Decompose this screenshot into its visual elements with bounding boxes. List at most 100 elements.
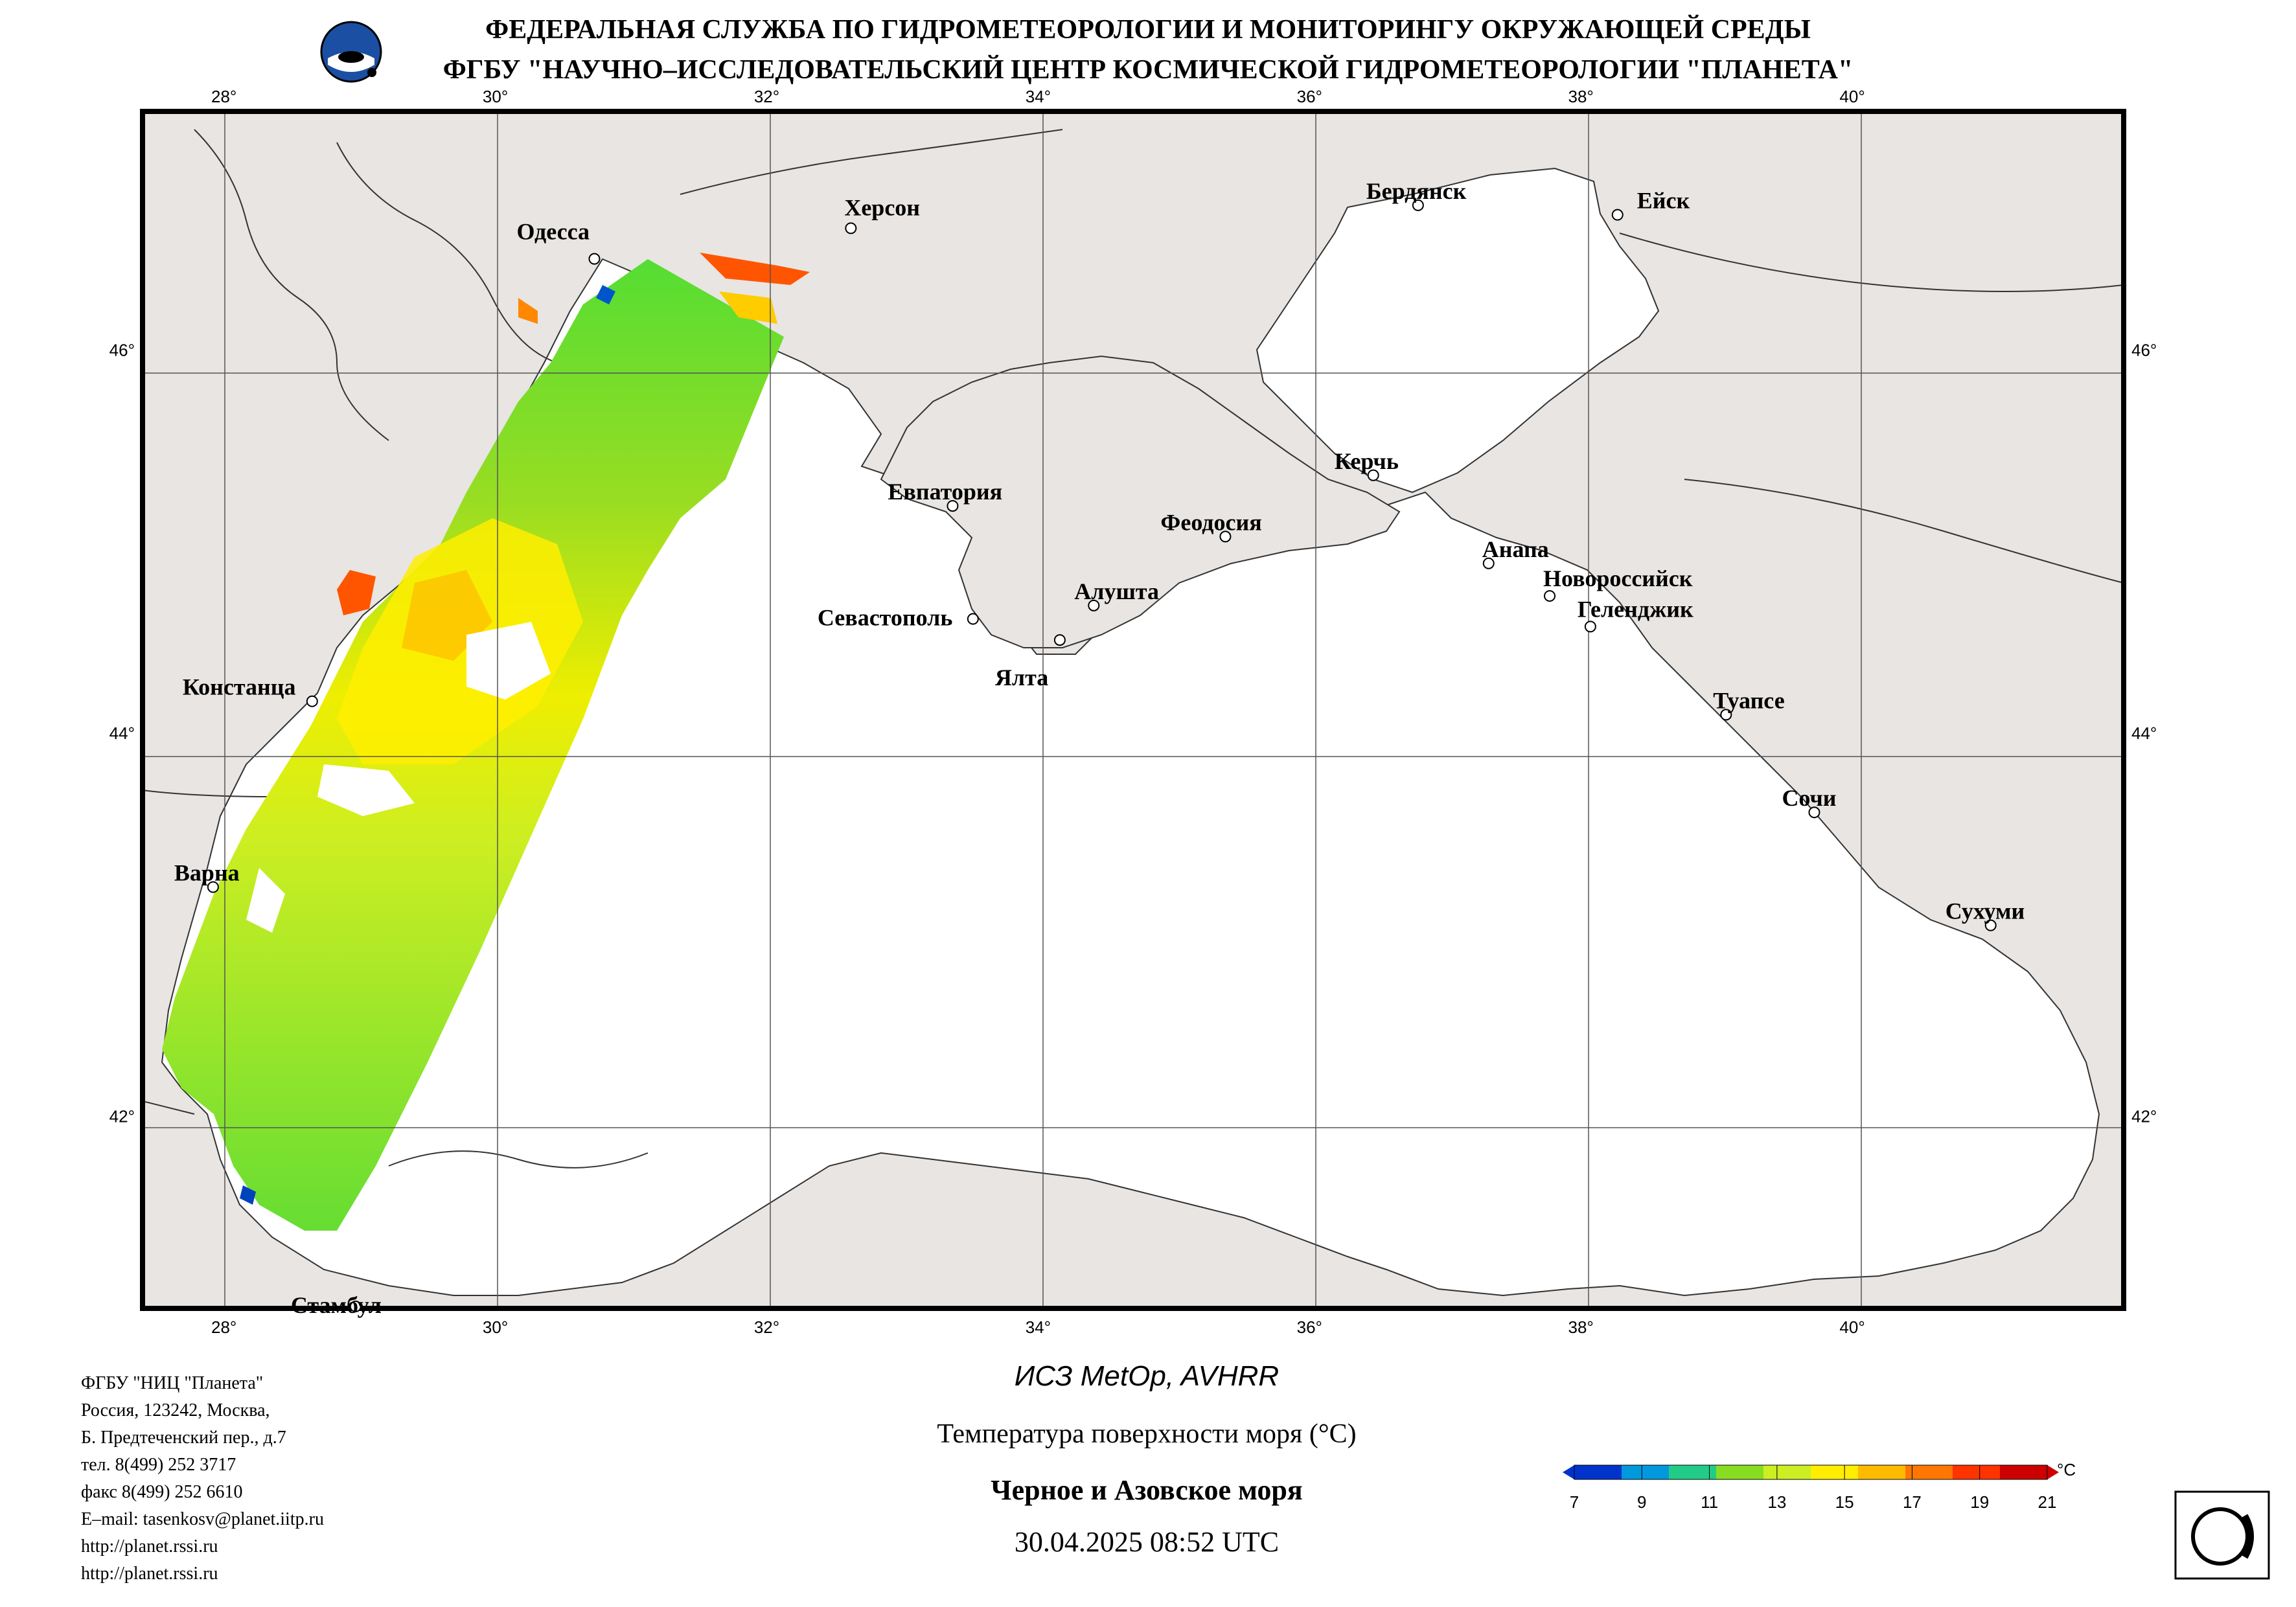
region-label: Черное и Азовское моря	[991, 1474, 1303, 1506]
legend-segment	[1858, 1465, 1906, 1479]
city-marker: Евпатория	[888, 479, 1002, 512]
city-marker: Бердянск	[1366, 178, 1467, 211]
lon-tick-bottom: 30°	[483, 1317, 508, 1337]
legend-tick-label: 9	[1637, 1492, 1646, 1512]
city-dot-icon	[1544, 590, 1556, 602]
city-dot-icon	[1412, 199, 1424, 211]
legend-segment	[1716, 1465, 1764, 1479]
legend-unit: °С	[2057, 1460, 2076, 1479]
city-dot-icon	[967, 613, 979, 625]
graticule	[143, 111, 2124, 1308]
sea-of-azov	[1256, 167, 1660, 494]
lon-tick-bottom: 40°	[1839, 1317, 1865, 1337]
legend-arrow-right	[2047, 1465, 2059, 1479]
city-marker: Геленджик	[1578, 596, 1693, 633]
lat-tick-right: 42°	[2131, 1106, 2157, 1126]
website-link-1[interactable]: http://planet.rssi.ru	[81, 1536, 218, 1556]
city-dot-icon	[1720, 709, 1732, 721]
city-dot-icon	[349, 1301, 362, 1313]
city-dot-icon	[1611, 209, 1624, 221]
city-marker: Ейск	[1611, 188, 1690, 221]
legend-tick-label: 21	[2038, 1492, 2057, 1512]
city-label: Херсон	[844, 194, 920, 220]
satellite-label: ИСЗ MetOp, AVHRR	[1014, 1360, 1280, 1392]
lat-tick-right: 44°	[2131, 724, 2157, 743]
legend-segment	[2000, 1465, 2048, 1479]
lat-tick-right: 46°	[2131, 341, 2157, 360]
legend-tick-label: 17	[1903, 1492, 1922, 1512]
city-label: Севастополь	[818, 605, 953, 631]
city-label: Бердянск	[1366, 178, 1467, 204]
email-link[interactable]: E–mail: tasenkosv@planet.iitp.ru	[81, 1509, 324, 1529]
city-marker: Констанца	[183, 674, 318, 707]
phone: тел. 8(499) 252 3717	[81, 1455, 236, 1475]
iso-certification-icon	[2174, 1490, 2270, 1580]
lon-tick-top: 30°	[483, 87, 508, 106]
city-marker: Сухуми	[1946, 898, 2025, 931]
sst-swath	[162, 253, 810, 1231]
city-label: Евпатория	[888, 479, 1002, 505]
lon-tick-top: 28°	[211, 87, 236, 106]
lon-tick-bottom: 36°	[1297, 1317, 1322, 1337]
city-marker: Сочи	[1782, 785, 1837, 819]
city-label: Сочи	[1782, 785, 1836, 811]
lat-tick-left: 44°	[109, 724, 135, 743]
city-marker: Ялта	[995, 634, 1066, 690]
city-label: Алушта	[1074, 578, 1159, 604]
fax: факс 8(499) 252 6610	[81, 1482, 243, 1502]
city-dot-icon	[1219, 530, 1232, 543]
city-marker: Туапсе	[1713, 687, 1785, 721]
legend-tick-label: 7	[1570, 1492, 1579, 1512]
contact-block: ФГБУ "НИЦ "Планета" Россия, 123242, Моск…	[81, 1370, 324, 1588]
legend-segment	[1905, 1465, 1953, 1479]
city-marker: Херсон	[844, 194, 920, 234]
city-dot-icon	[588, 253, 601, 265]
city-dot-icon	[947, 500, 959, 512]
city-marker: Керчь	[1335, 448, 1399, 481]
legend-segment	[1811, 1465, 1859, 1479]
org-name: ФГБУ "НИЦ "Планета"	[81, 1373, 264, 1393]
header-line-1: ФЕДЕРАЛЬНАЯ СЛУЖБА ПО ГИДРОМЕТЕОРОЛОГИИ …	[485, 15, 1811, 45]
lon-tick-bottom: 34°	[1026, 1317, 1051, 1337]
city-label: Варна	[174, 860, 240, 886]
city-marker: Новороссийск	[1543, 565, 1693, 602]
city-marker: Севастополь	[818, 605, 979, 631]
legend-segment	[1669, 1465, 1717, 1479]
legend-tick-label: 13	[1767, 1492, 1786, 1512]
legend-segment	[1953, 1465, 2001, 1479]
lon-tick-top: 38°	[1568, 87, 1594, 106]
city-label: Керчь	[1335, 448, 1399, 474]
address-street: Б. Предтеченский пер., д.7	[81, 1428, 286, 1448]
city-marker: Одесса	[516, 219, 601, 265]
lon-tick-bottom: 32°	[754, 1317, 779, 1337]
color-legend: 7 9 11 13 15 17 19 21 °С	[1563, 1460, 2076, 1512]
city-marker: Стамбул	[291, 1292, 382, 1318]
city-label: Феодосия	[1160, 509, 1261, 535]
lon-tick-bottom: 38°	[1568, 1317, 1594, 1337]
city-label: Ялта	[995, 665, 1048, 690]
city-label: Ейск	[1637, 188, 1690, 214]
parameter-label: Температура поверхности моря (°С)	[937, 1419, 1357, 1449]
city-label: Констанца	[183, 674, 296, 700]
legend-tick-label: 11	[1701, 1492, 1718, 1512]
header-line-2: ФГБУ "НАУЧНО–ИССЛЕДОВАТЕЛЬСКИЙ ЦЕНТР КОС…	[442, 55, 1854, 85]
legend-segment	[1763, 1465, 1811, 1479]
legend-arrow-left	[1563, 1465, 1574, 1479]
lon-tick-bottom: 28°	[211, 1317, 236, 1337]
city-dot-icon	[845, 222, 857, 234]
datetime-label: 30.04.2025 08:52 UTC	[1014, 1526, 1280, 1558]
city-label: Сухуми	[1946, 898, 2025, 924]
city-label: Одесса	[516, 219, 590, 245]
website-link-2[interactable]: http://planet.rssi.ru	[81, 1564, 218, 1584]
lon-tick-top: 34°	[1026, 87, 1051, 106]
city-label: Новороссийск	[1543, 565, 1693, 591]
address-country: Россия, 123242, Москва,	[81, 1400, 270, 1420]
city-dot-icon	[1053, 634, 1066, 646]
planeta-logo-icon	[320, 21, 382, 83]
city-dot-icon	[1367, 469, 1379, 481]
legend-tick-label: 15	[1835, 1492, 1854, 1512]
city-marker: Анапа	[1482, 536, 1549, 569]
city-dot-icon	[1808, 806, 1820, 819]
city-label: Туапсе	[1713, 687, 1784, 713]
